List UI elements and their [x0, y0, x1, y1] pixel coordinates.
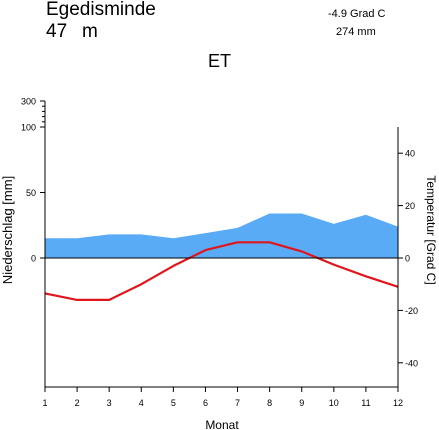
- temperature-line: [44, 241, 399, 301]
- month-tick-label: 6: [203, 398, 208, 408]
- precip-tick-label: 0: [31, 254, 36, 264]
- month-tick-label: 4: [139, 398, 144, 408]
- temp-tick-label: 40: [405, 149, 415, 159]
- month-tick-label: 10: [329, 398, 339, 408]
- precip-tick-label: 300: [21, 97, 36, 107]
- x-axis-label: Monat: [205, 418, 239, 430]
- month-tick-label: 7: [235, 398, 240, 408]
- month-tick-label: 2: [75, 398, 80, 408]
- month-tick-label: 9: [299, 398, 304, 408]
- precip-tick-label: 50: [26, 188, 36, 198]
- chart-marks: [44, 213, 399, 301]
- month-tick-label: 1: [42, 398, 47, 408]
- month-tick-label: 8: [267, 398, 272, 408]
- right-axis-label: Temperatur [Grad C]: [424, 175, 438, 284]
- left-axis-label: Niederschlag [mm]: [0, 176, 15, 284]
- station-name: Egedisminde: [46, 0, 156, 20]
- temp-tick-label: 0: [405, 254, 410, 264]
- annual-mean-temperature: -4.9 Grad C: [328, 8, 386, 20]
- precip-tick-label: 100: [21, 123, 36, 133]
- month-tick-label: 3: [107, 398, 112, 408]
- temp-tick-label: 20: [405, 201, 415, 211]
- month-tick-label: 11: [361, 398, 370, 408]
- elevation-unit: m: [82, 21, 98, 42]
- precipitation-area: [45, 213, 398, 258]
- annual-precipitation-total: 274 mm: [336, 26, 376, 38]
- month-tick-label: 5: [171, 398, 176, 408]
- station-elevation: 47: [46, 21, 68, 42]
- temp-tick-label: -40: [405, 358, 418, 368]
- temp-tick-label: -20: [405, 306, 418, 316]
- climate-classification: ET: [208, 51, 232, 71]
- chart-frame: [44, 101, 399, 388]
- month-tick-label: 12: [393, 398, 403, 408]
